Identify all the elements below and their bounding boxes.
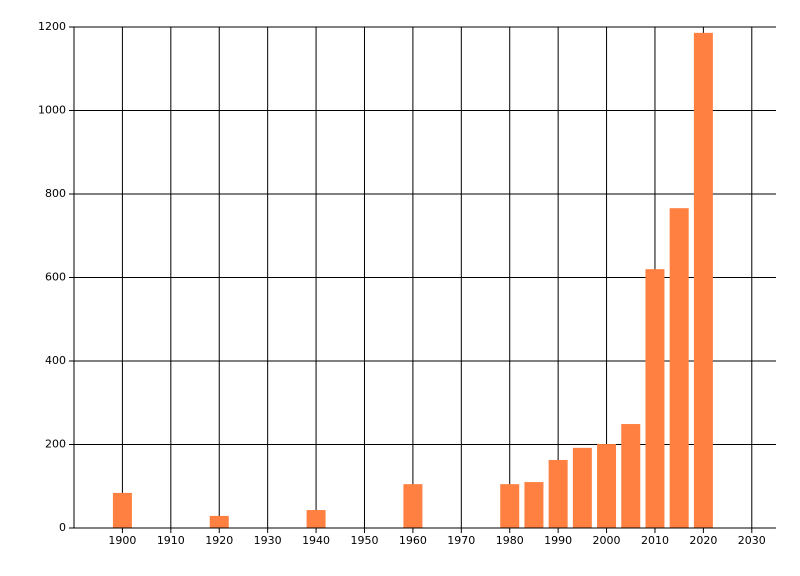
bar [500,484,520,528]
x-tick-label: 2000 [593,534,621,547]
bar [112,492,132,528]
bar [621,424,641,528]
x-tick-label: 1920 [205,534,233,547]
y-tick-label: 1000 [38,104,66,117]
y-tick-label: 400 [45,354,66,367]
bar [524,482,544,528]
x-tick-label: 1910 [157,534,185,547]
y-tick-label: 1200 [38,20,66,33]
y-tick-label: 800 [45,187,66,200]
bar [403,484,423,528]
bar [306,510,326,528]
x-tick-label: 1950 [350,534,378,547]
x-tick-label: 1970 [447,534,475,547]
y-tick-label: 0 [59,521,66,534]
x-tick-label: 2010 [641,534,669,547]
x-tick-label: 1960 [399,534,427,547]
bar [572,447,592,528]
bar [669,208,689,528]
x-tick-label: 1990 [544,534,572,547]
bar [645,269,665,528]
x-tick-label: 2030 [738,534,766,547]
bar [597,444,617,528]
x-tick-label: 1940 [302,534,330,547]
x-tick-label: 1900 [108,534,136,547]
bar [209,515,229,528]
y-tick-label: 600 [45,271,66,284]
x-tick-label: 2020 [689,534,717,547]
y-tick-label: 200 [45,438,66,451]
bar [693,32,713,528]
x-tick-label: 1930 [254,534,282,547]
x-tick-label: 1980 [496,534,524,547]
bar [548,459,568,528]
